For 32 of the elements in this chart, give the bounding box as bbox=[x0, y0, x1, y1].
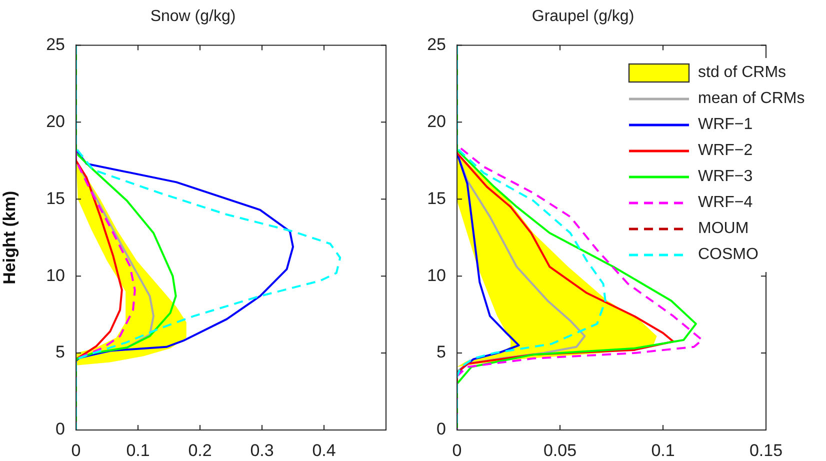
legend-label: WRF−3 bbox=[698, 168, 753, 186]
legend-label: WRF−2 bbox=[698, 142, 753, 160]
chart-title: Snow (g/kg) bbox=[150, 8, 236, 26]
legend-label: COSMO bbox=[698, 246, 758, 264]
x-tick-label: 0.4 bbox=[312, 440, 336, 460]
y-tick-label: 15 bbox=[427, 188, 446, 208]
x-tick-label: 0.15 bbox=[749, 440, 783, 460]
x-tick-label: 0.1 bbox=[651, 440, 675, 460]
legend-label: WRF−1 bbox=[698, 116, 753, 134]
legend-label: mean of CRMs bbox=[698, 90, 805, 108]
x-tick-label: 0.2 bbox=[188, 440, 212, 460]
y-tick-label: 10 bbox=[46, 266, 65, 285]
y-tick-label: 0 bbox=[56, 420, 65, 439]
x-tick-label: 0 bbox=[71, 440, 81, 460]
y-tick-label: 20 bbox=[46, 112, 65, 131]
legend-label: std of CRMs bbox=[698, 64, 786, 82]
y-tick-label: 0 bbox=[436, 420, 446, 439]
x-tick-label: 0.05 bbox=[543, 440, 577, 460]
legend-label: MOUM bbox=[698, 220, 749, 238]
x-tick-label: 0.3 bbox=[250, 440, 274, 460]
y-tick-label: 25 bbox=[427, 34, 446, 54]
chart-title: Graupel (g/kg) bbox=[532, 8, 634, 26]
y-tick-label: 25 bbox=[46, 34, 65, 54]
y-tick-label: 5 bbox=[56, 342, 65, 362]
y-axis-title: Height (km) bbox=[0, 190, 19, 284]
x-tick-label: 0 bbox=[452, 440, 462, 460]
y-tick-label: 15 bbox=[46, 188, 65, 208]
x-tick-label: 0.1 bbox=[126, 440, 150, 460]
y-tick-label: 5 bbox=[436, 342, 446, 362]
y-tick-label: 10 bbox=[427, 266, 446, 285]
y-tick-label: 20 bbox=[427, 112, 446, 131]
legend-label: WRF−4 bbox=[698, 194, 753, 212]
